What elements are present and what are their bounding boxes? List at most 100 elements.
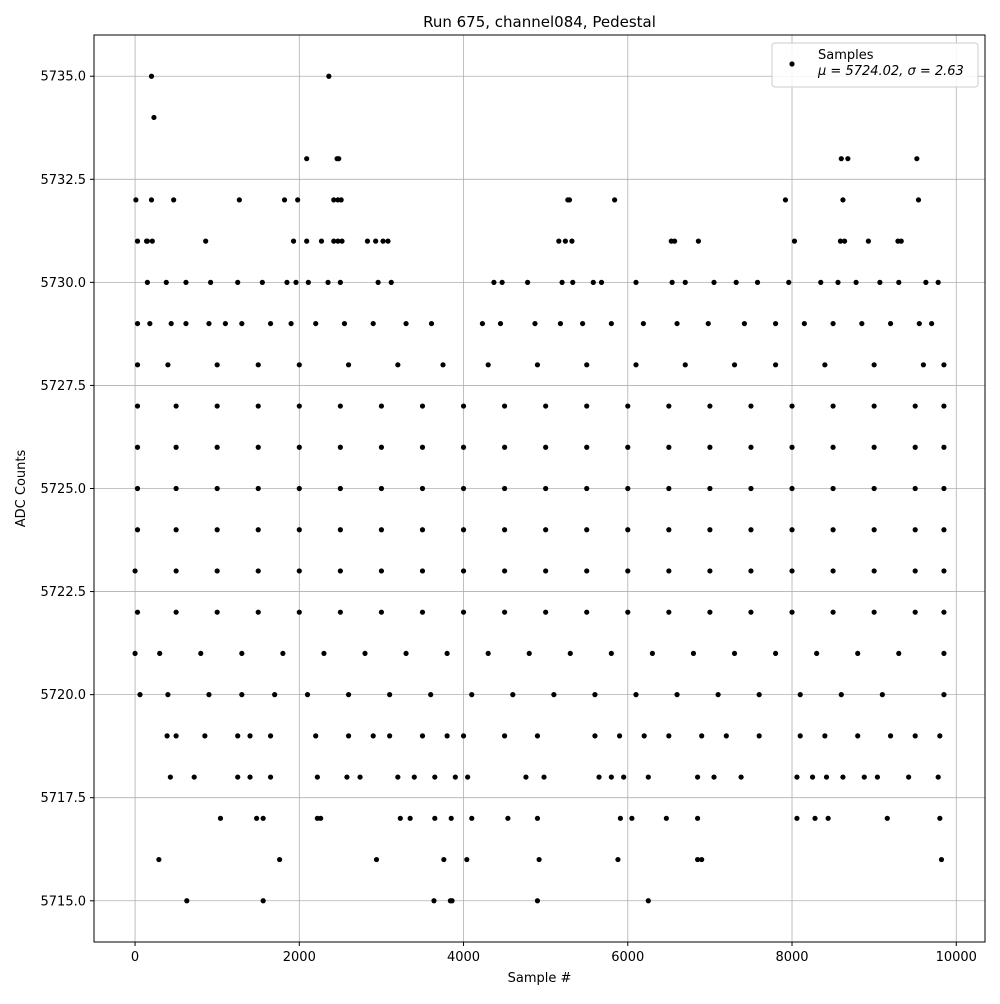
data-point (497, 320, 504, 327)
data-point (916, 320, 922, 327)
data-point (551, 692, 557, 698)
data-point (666, 609, 672, 615)
data-point (884, 815, 890, 821)
data-point (284, 279, 290, 285)
data-point (432, 774, 438, 780)
data-point (134, 362, 141, 368)
data-point (789, 485, 795, 492)
data-point (896, 279, 902, 285)
data-point (444, 733, 450, 739)
data-point (280, 650, 286, 657)
data-point (711, 279, 717, 285)
data-point (543, 403, 549, 409)
data-point (448, 815, 454, 821)
data-point (397, 815, 403, 821)
data-point (748, 444, 754, 450)
data-point (165, 362, 171, 368)
data-point (460, 403, 467, 409)
data-point (733, 279, 739, 285)
data-point (912, 527, 918, 533)
data-point (464, 856, 470, 863)
data-point (633, 692, 639, 698)
data-points (132, 73, 947, 904)
data-point (255, 485, 261, 492)
data-point (357, 774, 363, 780)
data-point (756, 692, 762, 698)
data-point (134, 485, 141, 492)
data-point (479, 320, 486, 327)
data-point (838, 692, 844, 698)
y-tick-label: 5725.0 (41, 482, 87, 497)
data-point (809, 774, 816, 780)
data-point (570, 279, 576, 285)
data-point (941, 609, 947, 615)
data-point (584, 444, 590, 450)
data-point (214, 444, 220, 450)
data-point (428, 320, 435, 327)
data-point (523, 774, 529, 780)
data-point (288, 320, 294, 327)
data-point (314, 774, 320, 780)
data-point (341, 320, 348, 327)
data-point (754, 279, 761, 285)
x-axis-label: Sample # (508, 971, 572, 986)
data-point (296, 403, 302, 409)
data-point (937, 733, 943, 739)
data-point (715, 692, 721, 698)
data-point (267, 774, 274, 780)
data-point (929, 320, 935, 327)
data-point (941, 568, 947, 574)
data-point (134, 527, 141, 533)
data-point (877, 279, 883, 285)
data-point (255, 362, 261, 368)
data-point (592, 733, 598, 739)
data-point (378, 527, 385, 533)
data-point (812, 815, 818, 821)
data-point (633, 362, 639, 368)
data-point (214, 609, 220, 615)
data-point (584, 527, 590, 533)
data-point (694, 774, 701, 780)
data-point (617, 815, 623, 821)
data-point (596, 774, 602, 780)
data-point (855, 650, 861, 657)
y-tick-label: 5720.0 (41, 688, 87, 703)
data-point (837, 238, 844, 244)
data-point (183, 279, 189, 285)
data-point (296, 527, 302, 533)
data-point (748, 485, 754, 492)
data-point (395, 774, 401, 780)
data-point (748, 609, 754, 615)
data-point (840, 774, 846, 780)
data-point (419, 444, 426, 450)
data-point (584, 568, 590, 574)
data-point (789, 403, 795, 409)
data-point (645, 774, 651, 780)
data-point (756, 733, 762, 739)
data-point (149, 238, 155, 244)
data-point (794, 774, 800, 780)
data-point (541, 774, 547, 780)
data-point (465, 774, 471, 780)
data-point (370, 320, 376, 327)
data-point (239, 320, 245, 327)
data-point (502, 733, 508, 739)
data-point (460, 485, 467, 492)
data-point (938, 856, 945, 863)
data-point (621, 774, 627, 780)
data-point (184, 898, 190, 904)
data-point (157, 650, 163, 657)
data-point (625, 568, 631, 574)
data-point (738, 774, 744, 780)
data-point (214, 485, 220, 492)
data-point (432, 815, 438, 821)
data-point (669, 279, 675, 285)
data-point (711, 774, 717, 780)
data-point (296, 444, 302, 450)
data-point (137, 692, 143, 698)
data-point (822, 362, 828, 368)
data-point (584, 403, 590, 409)
data-point (272, 692, 278, 698)
data-point (267, 320, 274, 327)
